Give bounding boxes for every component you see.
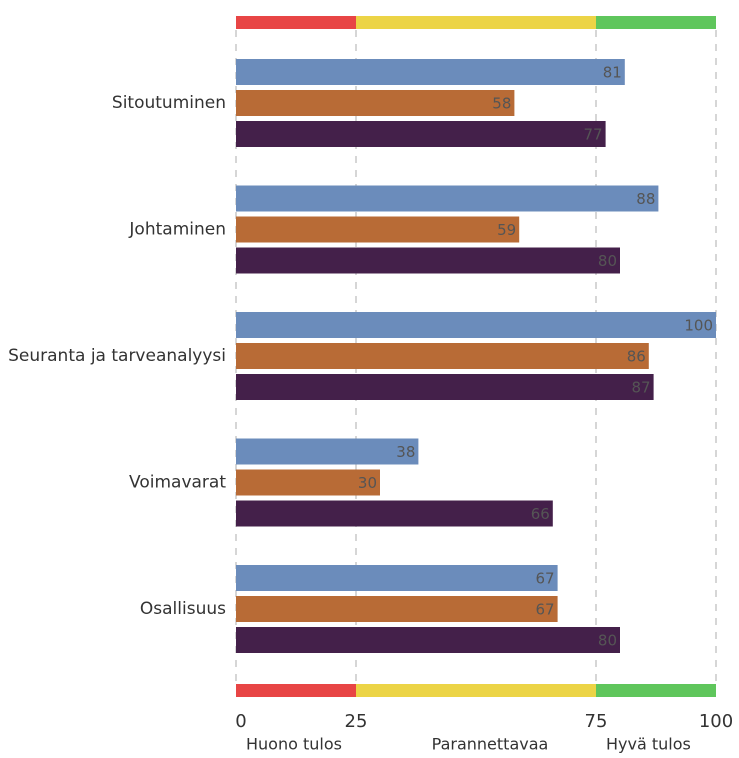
bar <box>236 247 620 274</box>
bar <box>236 565 558 591</box>
bar <box>236 185 659 212</box>
category-label: Johtaminen <box>128 220 226 240</box>
bar <box>236 627 620 653</box>
category-label: Sitoutuminen <box>112 93 226 113</box>
bar <box>236 374 654 400</box>
value-label: 88 <box>636 190 655 208</box>
zone-label: Hyvä tulos <box>606 735 691 754</box>
zone-band <box>356 684 596 697</box>
zone-band <box>596 684 716 697</box>
value-label: 38 <box>396 443 415 461</box>
bar <box>236 59 625 85</box>
value-label: 77 <box>584 126 603 144</box>
zone-label: Parannettavaa <box>432 735 549 754</box>
value-label: 81 <box>603 64 622 82</box>
bar <box>236 596 558 622</box>
value-label: 66 <box>531 505 550 523</box>
category-label: Osallisuus <box>140 599 226 619</box>
bar <box>236 469 380 496</box>
value-label: 80 <box>598 632 617 650</box>
zone-band <box>236 16 356 29</box>
x-tick-label: 75 <box>585 711 608 732</box>
bar <box>236 216 520 243</box>
value-label: 67 <box>536 601 555 619</box>
value-label: 86 <box>627 348 646 366</box>
x-tick-label: 100 <box>699 711 733 732</box>
category-label: Seuranta ja tarveanalyysi <box>8 346 226 366</box>
category-label: Voimavarat <box>129 473 226 493</box>
value-label: 100 <box>684 317 713 335</box>
value-label: 80 <box>598 252 617 270</box>
bar <box>236 90 515 116</box>
x-tick-label: 25 <box>345 711 368 732</box>
bar <box>236 438 419 465</box>
zone-label: Huono tulos <box>246 735 342 754</box>
bar <box>236 121 606 147</box>
value-label: 87 <box>632 379 651 397</box>
zone-band <box>236 684 356 697</box>
bar <box>236 312 716 338</box>
zone-band <box>356 16 596 29</box>
value-label: 58 <box>492 95 511 113</box>
value-label: 59 <box>497 221 516 239</box>
bar <box>236 343 649 369</box>
x-tick-label: 0 <box>235 711 246 732</box>
zone-band <box>596 16 716 29</box>
bar <box>236 500 553 527</box>
value-label: 30 <box>358 474 377 492</box>
value-label: 67 <box>536 570 555 588</box>
